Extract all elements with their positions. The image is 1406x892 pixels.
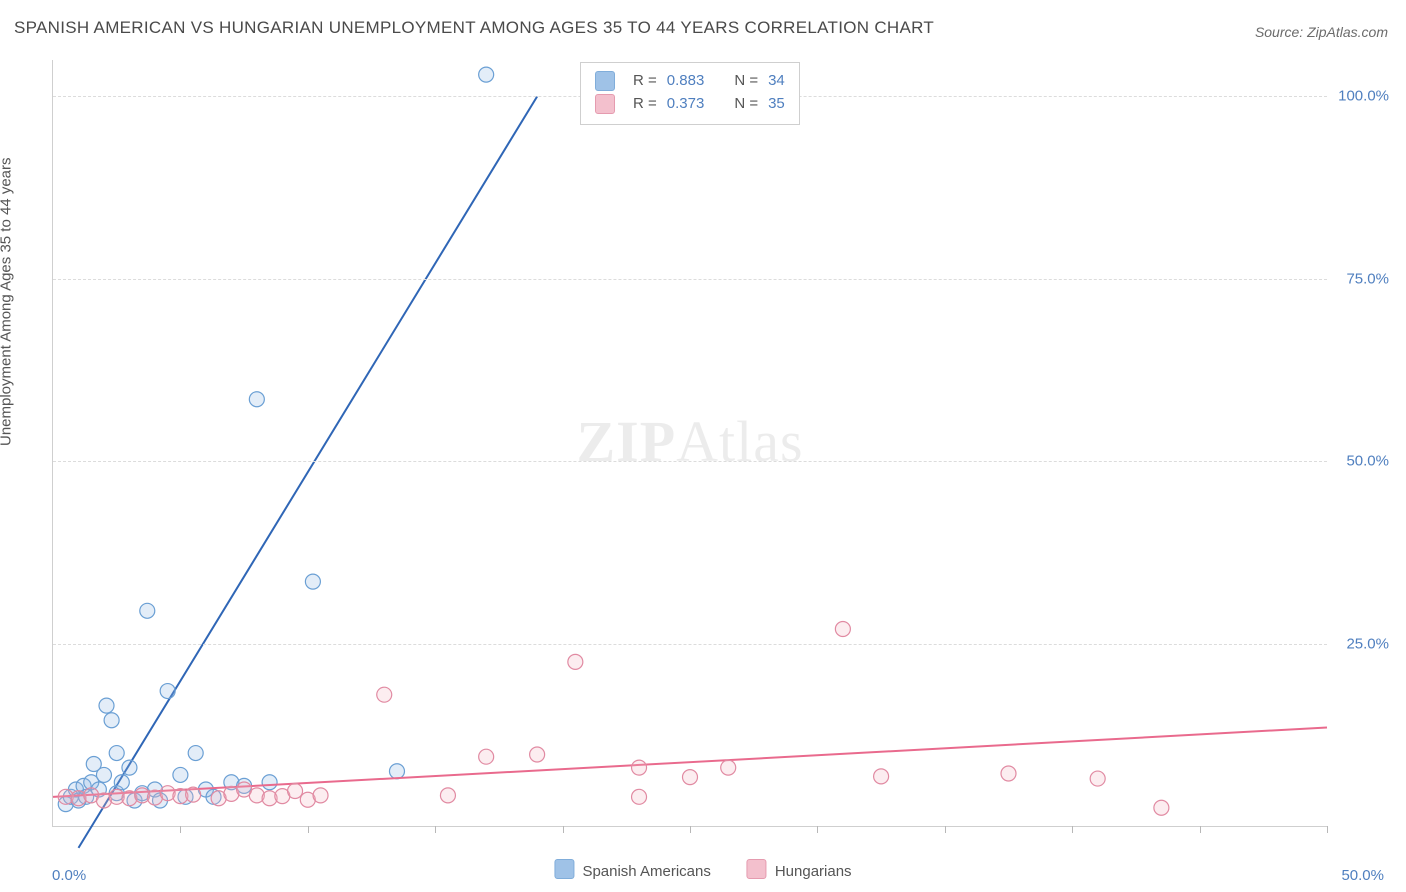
n-value: 35 — [768, 92, 785, 115]
point-spanish_americans — [114, 775, 129, 790]
x-axis-end-label: 50.0% — [1341, 867, 1384, 884]
plot-area: ZIPAtlas 25.0%50.0%75.0%100.0% — [52, 60, 1327, 827]
frame: SPANISH AMERICAN VS HUNGARIAN UNEMPLOYME… — [0, 0, 1406, 892]
stats-swatch-icon — [595, 94, 615, 114]
point-hungarians — [683, 770, 698, 785]
x-tick — [435, 826, 436, 833]
legend: Spanish Americans Hungarians — [554, 859, 851, 880]
point-spanish_americans — [305, 574, 320, 589]
point-hungarians — [313, 788, 328, 803]
y-tick-label: 50.0% — [1346, 453, 1389, 470]
point-hungarians — [632, 789, 647, 804]
trend-line-spanish_americans — [78, 96, 537, 847]
point-spanish_americans — [96, 767, 111, 782]
x-tick — [563, 826, 564, 833]
point-hungarians — [1090, 771, 1105, 786]
n-value: 34 — [768, 69, 785, 92]
point-spanish_americans — [160, 684, 175, 699]
y-tick-label: 100.0% — [1338, 88, 1389, 105]
x-axis-start-label: 0.0% — [52, 867, 86, 884]
point-spanish_americans — [479, 67, 494, 82]
point-spanish_americans — [109, 746, 124, 761]
point-spanish_americans — [262, 775, 277, 790]
n-label: N = — [734, 69, 758, 92]
x-tick — [1327, 826, 1328, 833]
r-value: 0.883 — [667, 69, 705, 92]
point-spanish_americans — [188, 746, 203, 761]
legend-swatch-icon — [554, 859, 574, 879]
x-tick — [1072, 826, 1073, 833]
stats-row: R = 0.373 N = 35 — [595, 92, 785, 115]
point-hungarians — [530, 747, 545, 762]
y-tick-label: 25.0% — [1346, 635, 1389, 652]
x-tick — [817, 826, 818, 833]
y-tick-label: 75.0% — [1346, 270, 1389, 287]
x-tick — [308, 826, 309, 833]
point-spanish_americans — [122, 760, 137, 775]
point-hungarians — [186, 787, 201, 802]
legend-label: Hungarians — [775, 863, 852, 880]
source-attribution: Source: ZipAtlas.com — [1255, 24, 1388, 40]
point-hungarians — [377, 687, 392, 702]
point-hungarians — [288, 783, 303, 798]
legend-swatch-icon — [747, 859, 767, 879]
r-value: 0.373 — [667, 92, 705, 115]
x-tick — [180, 826, 181, 833]
y-axis-label: Unemployment Among Ages 35 to 44 years — [0, 157, 15, 446]
r-label: R = — [633, 92, 657, 115]
point-spanish_americans — [140, 603, 155, 618]
legend-label: Spanish Americans — [582, 863, 710, 880]
point-hungarians — [479, 749, 494, 764]
point-spanish_americans — [173, 767, 188, 782]
n-label: N = — [734, 92, 758, 115]
point-hungarians — [874, 769, 889, 784]
gridline — [53, 644, 1327, 645]
point-spanish_americans — [99, 698, 114, 713]
point-hungarians — [632, 760, 647, 775]
point-spanish_americans — [249, 392, 264, 407]
scatter-svg — [53, 60, 1327, 826]
stats-swatch-icon — [595, 71, 615, 91]
point-hungarians — [721, 760, 736, 775]
chart-title: SPANISH AMERICAN VS HUNGARIAN UNEMPLOYME… — [14, 18, 934, 38]
point-hungarians — [1001, 766, 1016, 781]
gridline — [53, 461, 1327, 462]
point-hungarians — [440, 788, 455, 803]
x-tick — [690, 826, 691, 833]
x-tick — [945, 826, 946, 833]
point-spanish_americans — [104, 713, 119, 728]
legend-item-hungarians: Hungarians — [747, 859, 852, 880]
r-label: R = — [633, 69, 657, 92]
point-hungarians — [568, 654, 583, 669]
point-hungarians — [835, 622, 850, 637]
point-hungarians — [1154, 800, 1169, 815]
gridline — [53, 279, 1327, 280]
legend-item-spanish_americans: Spanish Americans — [554, 859, 710, 880]
x-tick — [1200, 826, 1201, 833]
stats-row: R = 0.883 N = 34 — [595, 69, 785, 92]
point-spanish_americans — [389, 764, 404, 779]
correlation-stats-box: R = 0.883 N = 34 R = 0.373 N = 35 — [580, 62, 800, 125]
